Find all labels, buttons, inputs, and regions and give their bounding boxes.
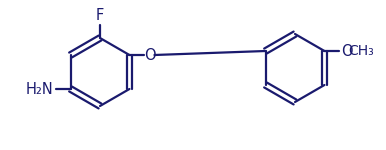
Text: O: O (144, 48, 155, 63)
Text: H₂N: H₂N (26, 81, 54, 96)
Text: O: O (342, 44, 353, 59)
Text: CH₃: CH₃ (349, 44, 374, 58)
Text: F: F (96, 8, 104, 23)
